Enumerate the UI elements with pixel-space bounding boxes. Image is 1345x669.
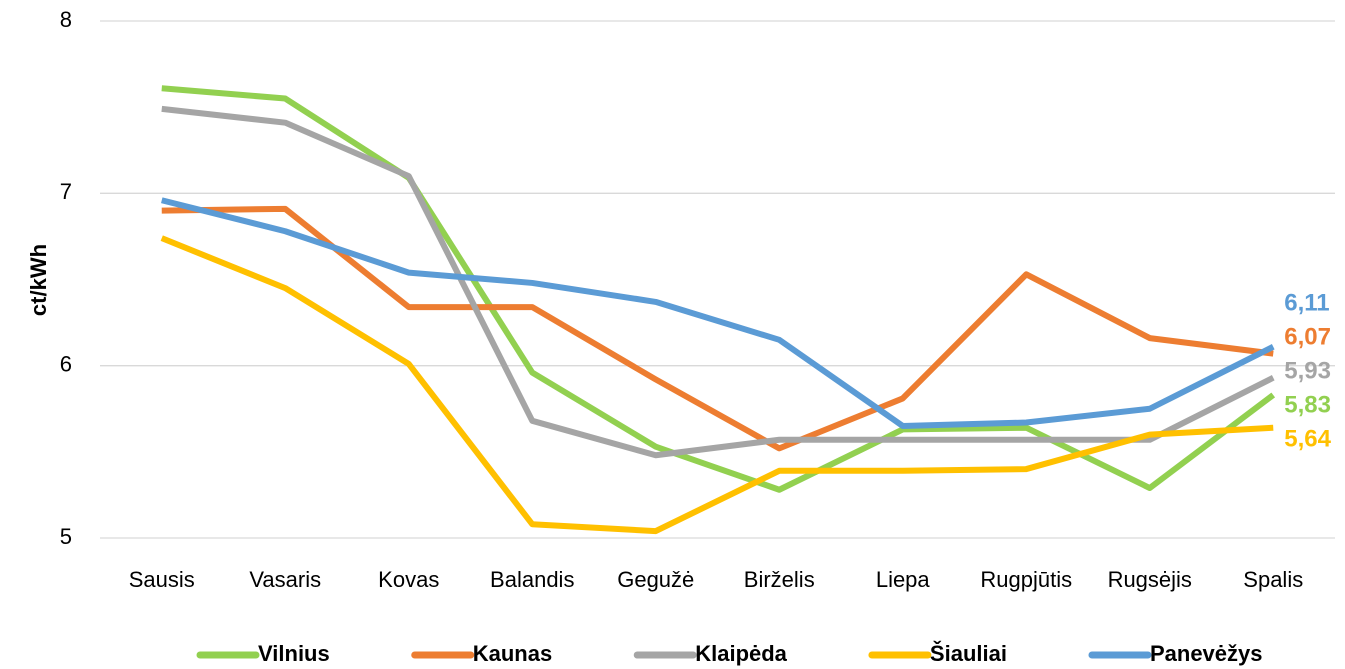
data-label: 6,11 [1284, 289, 1329, 316]
x-tick-label: Gegužė [617, 567, 694, 592]
series-line [161, 197, 1275, 429]
x-tick-label: Rugpjūtis [980, 567, 1072, 592]
series-line [160, 235, 1274, 535]
x-tick-label: Kovas [378, 567, 439, 592]
x-tick-label: Sausis [129, 567, 195, 592]
data-label: 6,07 [1284, 323, 1331, 350]
legend-label: Šiauliai [930, 641, 1007, 666]
x-tick-label: Liepa [876, 567, 931, 592]
x-tick-label: Balandis [490, 567, 574, 592]
x-tick-label: Birželis [744, 567, 815, 592]
data-label: 5,64 [1284, 425, 1331, 452]
data-label: 5,93 [1284, 357, 1331, 384]
series-line [161, 85, 1276, 493]
x-tick-label: Rugsėjis [1108, 567, 1192, 592]
y-tick-label: 8 [60, 7, 72, 32]
y-axis-label: ct/kWh [26, 244, 51, 316]
y-tick-label: 6 [60, 351, 72, 376]
legend-label: Klaipėda [695, 641, 787, 666]
x-tick-label: Spalis [1243, 567, 1303, 592]
y-tick-label: 5 [60, 524, 72, 549]
legend-label: Kaunas [473, 641, 552, 666]
legend-label: Panevėžys [1150, 641, 1263, 666]
data-label: 5,83 [1284, 391, 1331, 418]
x-tick-label: Vasaris [249, 567, 321, 592]
series-line [161, 205, 1274, 452]
series-line [161, 105, 1275, 459]
y-tick-label: 7 [60, 179, 72, 204]
legend-label: Vilnius [258, 641, 330, 666]
